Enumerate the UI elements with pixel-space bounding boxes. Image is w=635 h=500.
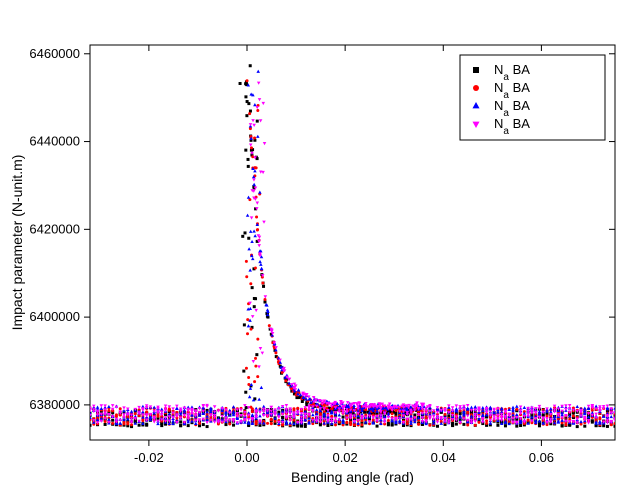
ytick-label: 6460000 [29, 46, 80, 61]
ytick-label: 6420000 [29, 221, 80, 236]
ytick-label: 6440000 [29, 134, 80, 149]
scatter-chart: -0.02 0.00 0.02 0.04 0.06 6380000 6400000 64200… [0, 0, 635, 500]
xtick-label: -0.02 [134, 450, 164, 465]
ytick-label: 6380000 [29, 397, 80, 412]
y-axis-label: Impact parameter (N-unit.m) [9, 155, 25, 331]
xtick-label: 0.02 [332, 450, 357, 465]
ytick-label: 6400000 [29, 309, 80, 324]
legend-box [460, 55, 605, 140]
xtick-label: 0.04 [431, 450, 456, 465]
x-axis-label: Bending angle (rad) [291, 469, 414, 485]
xtick-label: 0.00 [234, 450, 259, 465]
xtick-label: 0.06 [529, 450, 554, 465]
chart-svg: -0.02 0.00 0.02 0.04 0.06 6380000 6400000 64200… [0, 0, 635, 500]
